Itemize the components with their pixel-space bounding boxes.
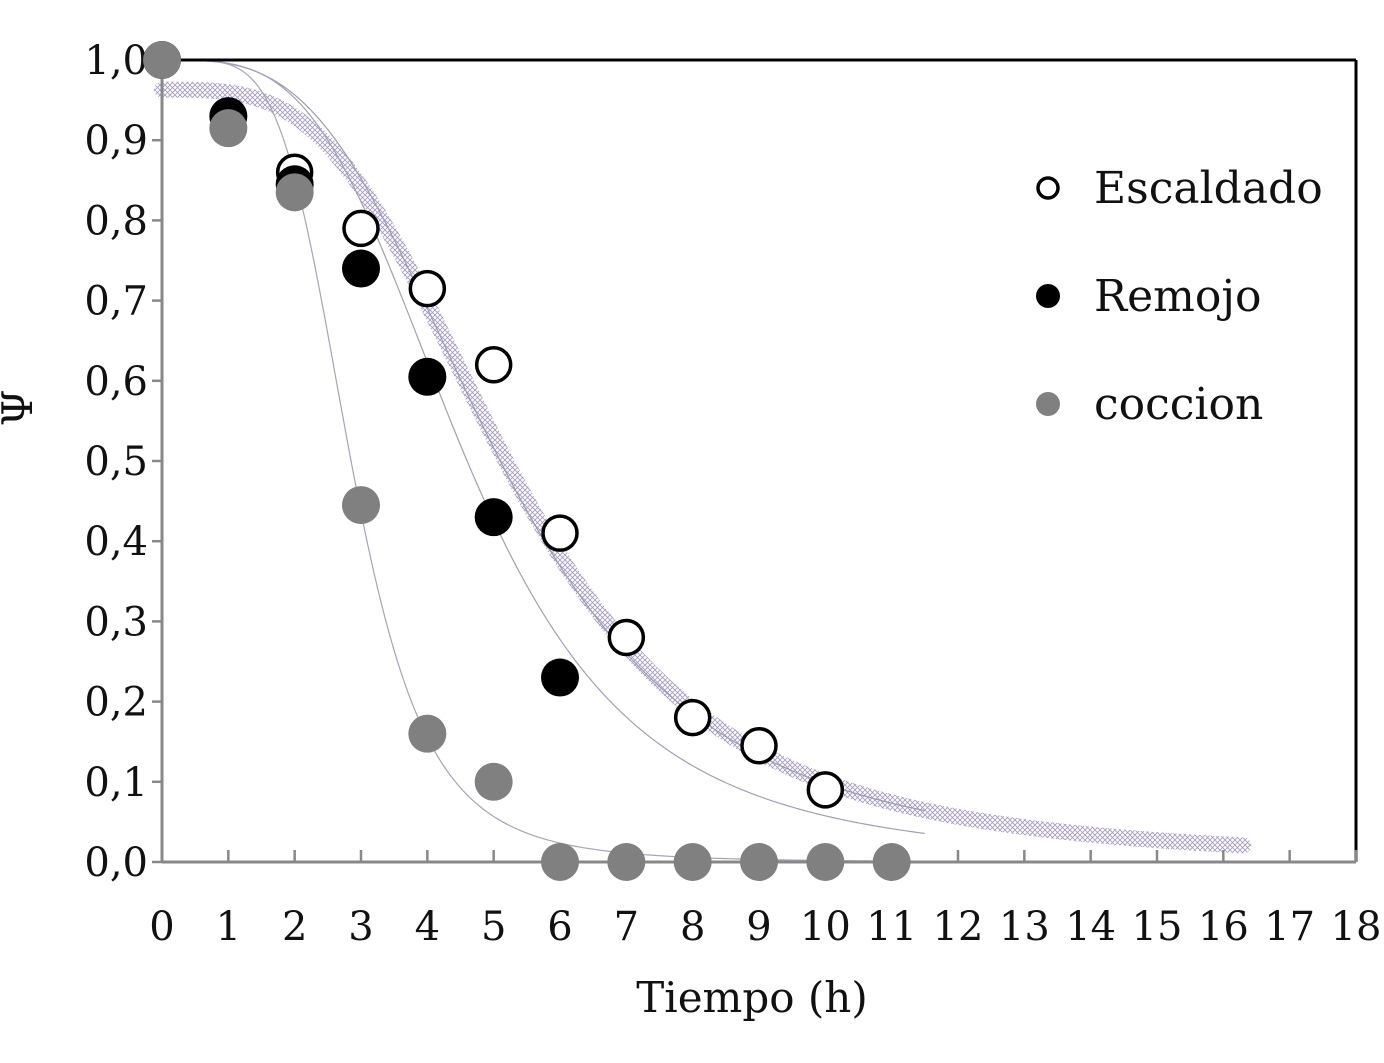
legend-label: Remojo	[1094, 271, 1262, 322]
x-tick-label: 12	[933, 904, 984, 950]
data-point-escaldado	[607, 618, 646, 657]
legend-item-escaldado: Escaldado	[1036, 163, 1323, 214]
x-tick-label: 6	[547, 904, 572, 950]
x-tick-label: 3	[348, 904, 373, 950]
y-tick-label: 0,1	[84, 760, 148, 806]
x-tick-label: 15	[1132, 904, 1183, 950]
data-point-escaldado	[541, 514, 579, 552]
data-point-coccion	[143, 41, 181, 79]
y-tick-label: 0,2	[84, 680, 148, 726]
data-point-coccion	[408, 714, 447, 753]
y-tick-label: 0,7	[84, 279, 148, 325]
legend-marker	[1036, 392, 1060, 416]
x-tick-label: 4	[415, 904, 440, 950]
y-tick-label: 0,9	[84, 118, 148, 164]
legend-marker	[1036, 284, 1060, 308]
y-tick-label: 1,0	[84, 38, 148, 84]
y-tick-label: 0,4	[84, 519, 148, 565]
data-point-coccion	[474, 762, 513, 801]
x-tick-label: 7	[614, 904, 639, 950]
fit-curve-remojo-2	[162, 59, 925, 835]
x-tick-label: 13	[999, 904, 1050, 950]
data-points	[143, 41, 911, 881]
data-point-coccion	[673, 843, 712, 881]
x-tick-label: 8	[680, 904, 705, 950]
legend-item-coccion: coccion	[1036, 379, 1263, 430]
x-tick-label: 9	[746, 904, 771, 950]
data-point-remojo	[408, 357, 447, 396]
data-point-escaldado	[342, 209, 380, 248]
data-point-coccion	[806, 843, 845, 881]
data-point-coccion	[209, 109, 248, 148]
x-tick-label: 17	[1264, 904, 1315, 950]
x-tick-label: 0	[149, 904, 174, 950]
data-point-coccion	[607, 843, 646, 881]
legend-label: Escaldado	[1094, 163, 1323, 214]
x-tick-label: 14	[1065, 904, 1116, 950]
axis-ticks: 0 1 2 3 4 5 6 7 8 9 10 11 12 13 14 15 16 17 180,00,10,20,3…	[84, 38, 1381, 950]
y-tick-label: 0,0	[84, 840, 148, 886]
legend-label: coccion	[1094, 379, 1263, 430]
data-point-remojo	[541, 658, 579, 697]
y-tick-label: 0,6	[84, 359, 148, 405]
x-tick-label: 2	[282, 904, 307, 950]
data-point-coccion	[342, 486, 380, 525]
data-point-escaldado	[673, 698, 712, 737]
x-tick-label: 11	[866, 904, 917, 950]
legend: Escaldado Remojo coccion	[1036, 163, 1323, 430]
x-tick-label: 5	[481, 904, 506, 950]
data-point-coccion	[275, 173, 314, 212]
data-point-coccion	[541, 843, 579, 881]
data-point-remojo	[474, 498, 513, 537]
y-axis-label: Ψ	[0, 390, 42, 427]
x-axis-label: Tiempo (h)	[636, 973, 867, 1022]
x-tick-label: 16	[1198, 904, 1249, 950]
data-point-escaldado	[806, 771, 845, 809]
data-point-escaldado	[408, 269, 447, 308]
x-tick-label: 18	[1331, 904, 1382, 950]
data-point-coccion	[740, 843, 778, 881]
y-tick-label: 0,5	[84, 439, 148, 485]
x-tick-label: 1	[216, 904, 241, 950]
legend-marker	[1036, 176, 1060, 200]
legend-item-remojo: Remojo	[1036, 271, 1262, 322]
data-point-escaldado	[474, 346, 513, 384]
series-coccion	[143, 41, 911, 881]
data-point-remojo	[342, 249, 380, 288]
y-tick-label: 0,3	[84, 599, 148, 645]
y-tick-label: 0,8	[84, 198, 148, 244]
data-point-escaldado	[740, 726, 778, 765]
x-tick-label: 10	[800, 904, 851, 950]
data-point-coccion	[872, 843, 911, 881]
